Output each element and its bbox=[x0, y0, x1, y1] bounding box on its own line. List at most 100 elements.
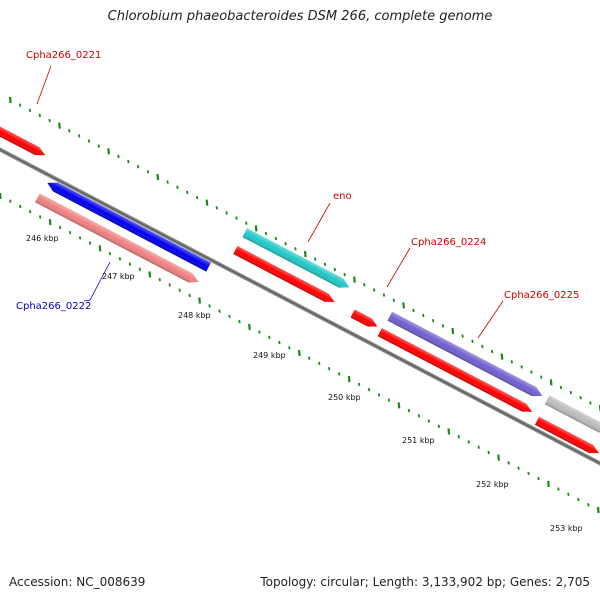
minor-tick bbox=[367, 387, 371, 392]
minor-tick bbox=[88, 241, 92, 245]
backbone-line-inner bbox=[0, 148, 600, 465]
minor-tick bbox=[238, 319, 241, 324]
tick-label: 251 kbp bbox=[402, 436, 435, 445]
minor-tick bbox=[467, 440, 470, 444]
minor-tick bbox=[78, 236, 82, 240]
minor-tick bbox=[457, 435, 460, 439]
minor-tick bbox=[215, 206, 218, 210]
leader-cpha266-0225 bbox=[477, 300, 504, 339]
major-tick bbox=[347, 376, 351, 383]
minor-tick bbox=[264, 231, 268, 236]
minor-tick bbox=[294, 247, 297, 251]
gene-arrow[interactable] bbox=[242, 228, 351, 292]
gene-labels: Cpha266_0221 eno Cpha266_0224 Cpha266_02… bbox=[16, 50, 579, 312]
tick-label: 246 kbp bbox=[26, 234, 59, 243]
minor-tick bbox=[540, 375, 543, 379]
minor-tick bbox=[245, 221, 248, 225]
major-tick bbox=[58, 122, 61, 129]
minor-tick bbox=[422, 313, 425, 318]
tick-label: 248 kbp bbox=[178, 311, 211, 320]
minor-tick bbox=[517, 466, 520, 470]
minor-tick bbox=[589, 401, 592, 405]
major-tick bbox=[148, 271, 152, 278]
minor-tick bbox=[278, 340, 281, 345]
minor-tick bbox=[417, 414, 421, 418]
minor-tick bbox=[9, 199, 12, 203]
minor-tick bbox=[195, 195, 199, 200]
gene-label-cpha266-0221[interactable]: Cpha266_0221 bbox=[26, 50, 101, 61]
minor-tick bbox=[308, 356, 311, 360]
minor-tick bbox=[318, 361, 321, 366]
major-tick bbox=[107, 148, 111, 155]
minor-tick bbox=[372, 288, 376, 292]
minor-tick bbox=[29, 210, 32, 214]
minor-tick bbox=[520, 365, 523, 369]
gene-arrow[interactable] bbox=[233, 246, 336, 306]
gene-arrow-shading bbox=[544, 395, 600, 433]
gene-label-cpha266-0222[interactable]: Cpha266_0222 bbox=[16, 301, 91, 312]
gene-arrow-shading bbox=[47, 182, 211, 272]
minor-tick bbox=[343, 272, 346, 277]
minor-tick bbox=[58, 225, 62, 230]
minor-tick bbox=[38, 215, 42, 219]
gene-label-cpha266-0224[interactable]: Cpha266_0224 bbox=[411, 237, 486, 248]
minor-tick bbox=[577, 497, 580, 502]
gene-arrow-shading bbox=[350, 309, 378, 327]
minor-tick bbox=[127, 159, 130, 164]
minor-tick bbox=[18, 103, 22, 107]
major-tick bbox=[303, 250, 307, 258]
minor-tick bbox=[178, 288, 181, 292]
upper-tick-track bbox=[8, 96, 600, 412]
minor-tick bbox=[274, 236, 277, 241]
minor-tick bbox=[128, 262, 132, 266]
gene-arrow[interactable] bbox=[0, 120, 47, 160]
major-tick bbox=[500, 353, 504, 360]
minor-tick bbox=[490, 349, 494, 354]
gene-arrow-shading bbox=[387, 311, 543, 397]
minor-tick bbox=[136, 165, 140, 169]
genome-summary-text: Topology: circular; Length: 3,133,902 bp… bbox=[260, 575, 590, 589]
minor-tick bbox=[337, 372, 341, 376]
gene-arrow-shading bbox=[233, 246, 335, 302]
major-tick bbox=[156, 173, 160, 181]
major-tick bbox=[549, 379, 553, 386]
major-tick bbox=[198, 297, 202, 304]
minor-tick bbox=[377, 393, 381, 397]
gene-arrow-shading bbox=[242, 228, 350, 288]
gene-arrow[interactable] bbox=[377, 328, 535, 416]
minor-tick bbox=[328, 367, 331, 371]
major-tick bbox=[447, 428, 451, 435]
leader-cpha266-0221 bbox=[36, 65, 52, 105]
minor-tick bbox=[431, 319, 435, 323]
major-tick bbox=[8, 96, 12, 104]
gene-arrow[interactable] bbox=[544, 395, 600, 436]
map-title: Chlorobium phaeobacteroides DSM 266, com… bbox=[107, 9, 493, 24]
minor-tick bbox=[118, 257, 122, 261]
minor-tick bbox=[188, 293, 191, 298]
minor-tick bbox=[258, 330, 261, 334]
tick-label: 250 kbp bbox=[328, 393, 361, 402]
major-tick bbox=[397, 402, 401, 409]
gene-arrow[interactable] bbox=[350, 309, 380, 331]
gene-features bbox=[0, 120, 600, 457]
gene-arrow[interactable] bbox=[387, 311, 544, 401]
minor-tick bbox=[471, 339, 474, 343]
tick-label: 252 kbp bbox=[476, 480, 509, 489]
dna-backbone bbox=[0, 147, 600, 466]
minor-tick bbox=[382, 293, 386, 297]
minor-tick bbox=[228, 314, 231, 319]
gene-label-cpha266-0225[interactable]: Cpha266_0225 bbox=[504, 290, 579, 301]
minor-tick bbox=[218, 309, 221, 313]
minor-tick bbox=[461, 334, 464, 338]
label-leaders bbox=[36, 65, 504, 339]
gene-label-eno[interactable]: eno bbox=[333, 191, 352, 202]
major-tick bbox=[205, 199, 209, 206]
gene-arrow[interactable] bbox=[45, 178, 211, 272]
minor-tick bbox=[530, 370, 533, 374]
minor-tick bbox=[19, 204, 22, 209]
minor-tick bbox=[117, 154, 120, 159]
gene-arrow[interactable] bbox=[35, 193, 201, 286]
gene-arrow[interactable] bbox=[534, 416, 600, 457]
minor-tick bbox=[288, 346, 291, 350]
